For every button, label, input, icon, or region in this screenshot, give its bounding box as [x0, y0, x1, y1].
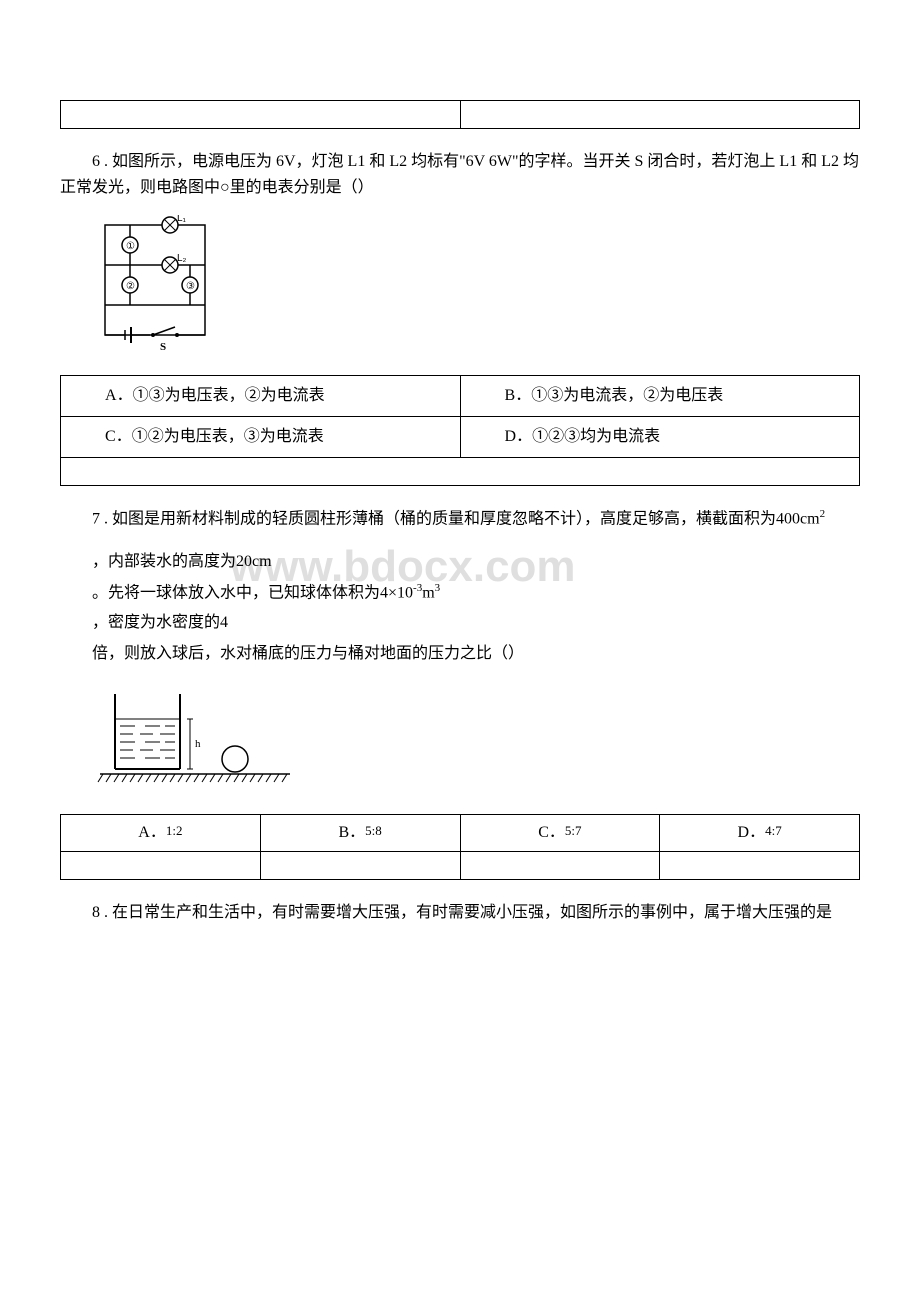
option-d: D．①②③均为电流表 [460, 417, 860, 458]
table-row [61, 458, 860, 486]
cell [61, 101, 461, 129]
cell [260, 852, 460, 880]
table-row [61, 852, 860, 880]
multiple-value: 4 [220, 614, 228, 631]
option-b: B．5:8 [260, 815, 460, 852]
area-value: 400cm [776, 511, 820, 528]
bucket-diagram: h [95, 684, 295, 794]
table-row: C．①②为电压表，③为电流表 D．①②③均为电流表 [61, 417, 860, 458]
svg-text:L₂: L₂ [177, 253, 187, 264]
area-exp: 2 [820, 508, 826, 520]
q7-line5: 倍，则放入球后，水对桶底的压力与桶对地面的压力之比（） [60, 639, 860, 669]
option-d: D．4:7 [660, 815, 860, 852]
svg-text:S: S [160, 341, 166, 353]
svg-text:L₁: L₁ [177, 215, 187, 224]
option-a: A．①③为电压表，②为电流表 [61, 376, 461, 417]
opt-c-label: C． [538, 824, 565, 841]
cell [61, 458, 860, 486]
opt-a-label: A． [138, 824, 166, 841]
cell [660, 852, 860, 880]
option-b: B．①③为电流表，②为电压表 [460, 376, 860, 417]
height-value: 20cm [236, 553, 272, 570]
q7-line4-text: ，密度为水密度的 [92, 614, 220, 631]
q6-answer-table: A．①③为电压表，②为电流表 B．①③为电流表，②为电压表 C．①②为电压表，③… [60, 375, 860, 486]
cell [61, 852, 261, 880]
q6-text: 6 . 如图所示，电源电压为 6V，灯泡 L1 和 L2 均标有"6V 6W"的… [60, 149, 860, 200]
q7-line1-text: 7 . 如图是用新材料制成的轻质圆柱形薄桶（桶的质量和厚度忽略不计），高度足够高… [92, 511, 776, 528]
option-a-text: A．①③为电压表，②为电流表 [105, 387, 325, 404]
opt-b-label: B． [338, 824, 365, 841]
option-a: A．1:2 [61, 815, 261, 852]
option-b-text: B．①③为电流表，②为电压表 [505, 387, 724, 404]
option-c: C．①②为电压表，③为电流表 [61, 417, 461, 458]
opt-c-val: 5:7 [565, 823, 582, 838]
q7-line1: 7 . 如图是用新材料制成的轻质圆柱形薄桶（桶的质量和厚度忽略不计），高度足够高… [60, 506, 860, 532]
svg-text:h: h [195, 738, 201, 750]
opt-d-label: D． [738, 824, 766, 841]
q7-line2-text: ，内部装水的高度为 [92, 553, 236, 570]
table-row [61, 101, 860, 129]
opt-b-val: 5:8 [365, 823, 382, 838]
empty-table-top [60, 100, 860, 129]
q7-line3: 。先将一球体放入水中，已知球体体积为4×10-3m3 [60, 578, 860, 609]
volume-exp: -3 [413, 582, 422, 594]
volume-unit: m [422, 584, 434, 601]
option-c-text: C．①②为电压表，③为电流表 [105, 428, 324, 445]
q8-text: 8 . 在日常生产和生活中，有时需要增大压强，有时需要减小压强，如图所示的事例中… [60, 900, 860, 926]
q7-line4: ，密度为水密度的4 [60, 608, 860, 638]
opt-d-val: 4:7 [765, 823, 782, 838]
volume-unit-exp: 3 [435, 582, 441, 594]
svg-text:②: ② [126, 281, 135, 292]
option-c: C．5:7 [460, 815, 660, 852]
circuit-diagram: L₁ ① L₂ ② ③ S [95, 215, 215, 355]
opt-a-val: 1:2 [166, 823, 183, 838]
q7-answer-table: A．1:2 B．5:8 C．5:7 D．4:7 [60, 814, 860, 880]
q7-line3-text: 。先将一球体放入水中，已知球体体积为 [92, 584, 380, 601]
q7-line2: ，内部装水的高度为20cm [60, 547, 860, 577]
cell [460, 852, 660, 880]
volume-value: 4×10 [380, 584, 413, 601]
cell [460, 101, 860, 129]
svg-text:①: ① [126, 241, 135, 252]
table-row: A．①③为电压表，②为电流表 B．①③为电流表，②为电压表 [61, 376, 860, 417]
table-row: A．1:2 B．5:8 C．5:7 D．4:7 [61, 815, 860, 852]
option-d-text: D．①②③均为电流表 [505, 428, 661, 445]
svg-text:③: ③ [186, 281, 195, 292]
